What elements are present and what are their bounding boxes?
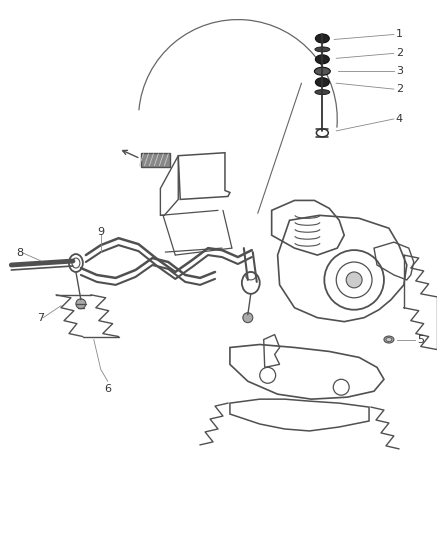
Text: 7: 7 — [37, 313, 44, 322]
Ellipse shape — [315, 78, 329, 87]
Text: 6: 6 — [104, 384, 111, 394]
Circle shape — [243, 313, 253, 322]
Text: 4: 4 — [396, 114, 403, 124]
Text: 2: 2 — [396, 84, 403, 94]
Ellipse shape — [314, 67, 330, 75]
Ellipse shape — [386, 337, 392, 342]
Text: 8: 8 — [16, 248, 23, 258]
Ellipse shape — [315, 90, 330, 94]
FancyBboxPatch shape — [141, 153, 170, 167]
Ellipse shape — [315, 55, 329, 64]
Circle shape — [346, 272, 362, 288]
Ellipse shape — [315, 34, 329, 43]
Ellipse shape — [315, 47, 330, 52]
Circle shape — [76, 299, 86, 309]
Ellipse shape — [384, 336, 394, 343]
Text: 5: 5 — [417, 335, 424, 344]
Text: 3: 3 — [396, 66, 403, 76]
Text: 9: 9 — [97, 227, 104, 237]
Text: 1: 1 — [396, 29, 403, 39]
Text: 2: 2 — [396, 49, 403, 58]
